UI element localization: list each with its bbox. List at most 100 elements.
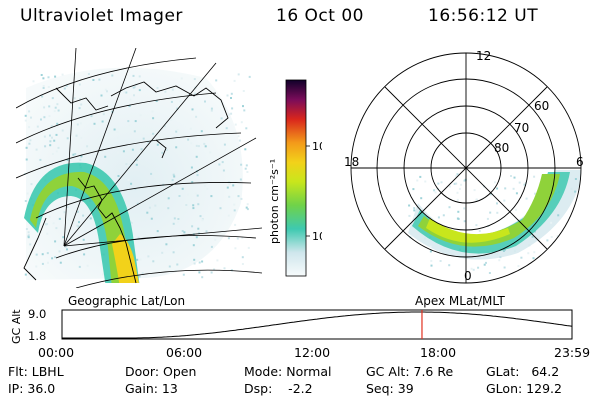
speckle <box>223 143 226 146</box>
speckle <box>132 74 135 77</box>
speckle <box>51 164 54 167</box>
speckle <box>113 128 116 131</box>
speckle <box>194 92 197 95</box>
speckle <box>154 204 157 207</box>
speckle <box>424 180 427 183</box>
speckle <box>139 114 142 117</box>
speckle <box>205 230 208 233</box>
speckle <box>127 178 130 181</box>
geographic-map <box>16 48 262 288</box>
speckle <box>221 161 224 164</box>
speckle <box>536 260 539 263</box>
speckle <box>578 196 581 199</box>
speckle <box>51 97 54 100</box>
speckle <box>186 193 189 196</box>
speckle <box>116 131 119 134</box>
speckle <box>156 230 159 233</box>
speckle <box>152 260 155 263</box>
speckle <box>555 271 558 274</box>
speckle <box>164 90 167 93</box>
speckle <box>195 155 198 158</box>
speckle <box>136 202 139 205</box>
speckle <box>138 275 141 278</box>
mlt-label-6: 6 <box>576 155 584 169</box>
speckle <box>73 97 76 100</box>
speckle <box>210 107 213 110</box>
speckle <box>143 181 146 184</box>
mode-info: Mode: Normal <box>244 364 332 379</box>
speckle <box>139 258 142 261</box>
speckle <box>44 164 47 167</box>
speckle <box>532 257 535 260</box>
speckle <box>234 123 237 126</box>
speckle <box>56 103 59 106</box>
speckle <box>161 251 164 254</box>
speckle <box>214 238 217 241</box>
speckle <box>106 90 108 93</box>
speckle <box>496 202 498 205</box>
speckle <box>48 115 51 118</box>
speckle <box>82 214 85 217</box>
speckle <box>42 87 45 89</box>
speckle <box>47 76 50 79</box>
speckle <box>183 231 186 234</box>
speckle <box>470 267 473 270</box>
speckle <box>135 163 138 166</box>
speckle <box>210 109 213 112</box>
speckle <box>51 136 53 139</box>
speckle <box>67 218 70 221</box>
speckle <box>133 130 136 133</box>
speckle <box>78 107 81 110</box>
speckle <box>40 118 42 121</box>
speckle <box>98 78 101 81</box>
speckle <box>142 137 145 140</box>
speckle <box>140 148 143 151</box>
speckle <box>83 253 86 256</box>
speckle <box>66 158 69 161</box>
speckle <box>190 142 193 145</box>
speckle <box>41 253 44 256</box>
glat-info: GLat: 64.2 <box>486 364 560 379</box>
speckle <box>65 84 68 87</box>
speckle <box>515 192 518 195</box>
speckle <box>504 187 507 190</box>
speckle <box>238 139 241 142</box>
polar-label: Apex MLat/MLT <box>415 294 505 308</box>
speckle <box>76 224 79 227</box>
speckle <box>54 240 57 243</box>
speckle <box>171 88 174 91</box>
speckle <box>40 74 43 76</box>
speckle <box>503 248 506 251</box>
speckle <box>502 250 505 252</box>
speckle <box>54 75 57 78</box>
speckle <box>419 175 422 178</box>
speckle <box>456 198 459 201</box>
speckle <box>117 151 120 154</box>
speckle <box>66 248 68 251</box>
speckle <box>200 130 203 133</box>
speckle <box>517 265 520 268</box>
speckle <box>578 203 581 206</box>
speckle <box>24 273 27 276</box>
speckle <box>440 181 443 184</box>
speckle <box>136 258 139 261</box>
speckle <box>413 216 416 219</box>
speckle <box>48 216 51 219</box>
speckle <box>182 273 185 276</box>
speckle <box>111 74 114 77</box>
speckle <box>42 85 45 87</box>
speckle <box>101 120 104 123</box>
time-tick-0000: 00:00 <box>38 345 75 360</box>
speckle <box>195 115 198 118</box>
aurora-oval-geo <box>24 162 140 284</box>
speckle <box>86 145 89 148</box>
speckle <box>234 223 237 226</box>
speckle <box>463 207 466 210</box>
speckle <box>154 142 157 145</box>
speckle <box>30 116 32 119</box>
speckle <box>190 166 193 169</box>
speckle <box>203 184 206 187</box>
speckle <box>55 227 58 230</box>
speckle <box>577 254 579 256</box>
speckle <box>456 173 459 176</box>
